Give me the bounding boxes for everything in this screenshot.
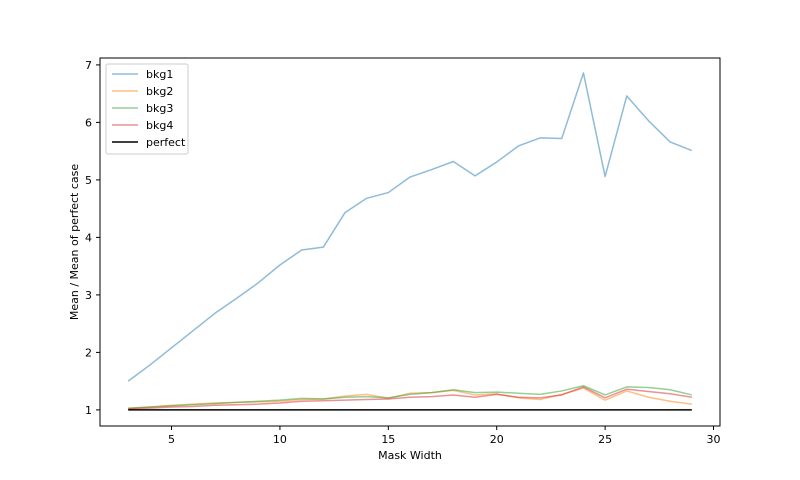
y-tick-label: 5 xyxy=(85,174,92,187)
legend-label-bkg3: bkg3 xyxy=(146,102,173,115)
legend-label-bkg4: bkg4 xyxy=(146,119,173,132)
y-tick-label: 1 xyxy=(85,404,92,417)
y-tick-label: 7 xyxy=(85,59,92,72)
legend-label-bkg1: bkg1 xyxy=(146,68,173,81)
y-tick-label: 3 xyxy=(85,289,92,302)
x-tick-label: 20 xyxy=(490,433,504,446)
x-tick-label: 15 xyxy=(381,433,395,446)
legend: bkg1 bkg2 bkg3 bkg4 perfect xyxy=(105,63,189,155)
series-line-bkg4 xyxy=(128,386,692,410)
x-axis-label: Mask Width xyxy=(378,449,442,462)
y-tick-label: 6 xyxy=(85,116,92,129)
plot-area xyxy=(99,57,721,427)
y-tick-label: 4 xyxy=(85,231,92,244)
y-axis-label: Mean / Mean of perfect case xyxy=(68,164,81,321)
x-axis-ticks: 5 10 15 20 25 30 xyxy=(168,426,720,446)
legend-label-perfect: perfect xyxy=(146,136,186,149)
y-axis-ticks: 1 2 3 4 5 6 7 xyxy=(85,59,100,417)
x-tick-label: 30 xyxy=(706,433,720,446)
series-line-bkg1 xyxy=(127,72,693,382)
x-tick-label: 5 xyxy=(168,433,175,446)
plot-frame xyxy=(99,57,721,427)
legend-box xyxy=(105,63,189,155)
y-tick-label: 2 xyxy=(85,346,92,359)
series-line-bkg3 xyxy=(128,385,692,409)
legend-label-bkg2: bkg2 xyxy=(146,85,173,98)
x-tick-label: 10 xyxy=(273,433,287,446)
x-tick-label: 25 xyxy=(598,433,612,446)
series-layer xyxy=(127,72,693,411)
